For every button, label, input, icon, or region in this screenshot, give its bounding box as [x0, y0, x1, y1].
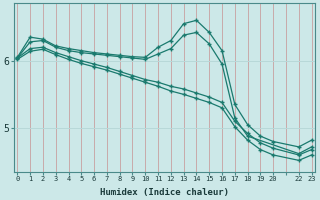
X-axis label: Humidex (Indice chaleur): Humidex (Indice chaleur): [100, 188, 229, 197]
